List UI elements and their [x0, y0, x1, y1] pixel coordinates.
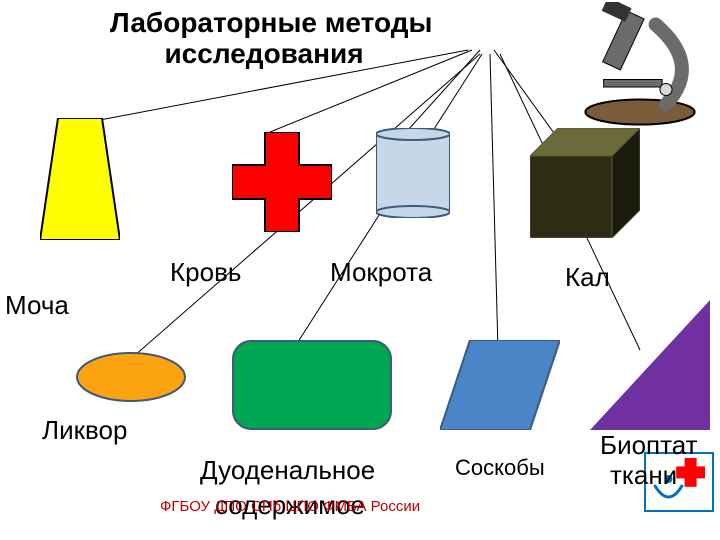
duodenal-roundrect-shape [232, 340, 392, 430]
footer-org-text: ФГБОУ ДПО СПб ЦПО ФМБА России [160, 498, 420, 515]
biopsy-triangle-shape [590, 300, 710, 430]
liquor-ellipse-shape [76, 352, 186, 402]
label-sputum: Мокрота [330, 257, 432, 288]
label-urine: Моча [5, 290, 69, 321]
label-liquor: Ликвор [42, 415, 127, 446]
microscope-icon [575, 2, 705, 127]
page-title: Лабораторные методы исследования [110, 8, 432, 70]
blood-cross-shape [232, 132, 332, 232]
label-feces: Кал [565, 262, 610, 293]
diagram-canvas: Лабораторные методы исследования Кровь М… [0, 0, 720, 540]
label-duodenal-1: Дуоденальное [200, 455, 375, 486]
sputum-cylinder-shape [376, 128, 450, 218]
feces-cube-shape [530, 128, 640, 238]
label-blood: Кровь [170, 257, 241, 288]
label-scrapings: Соскобы [455, 455, 545, 481]
label-biopsy-2: ткани [610, 460, 677, 491]
urine-trapezoid-shape [40, 118, 120, 240]
label-biopsy-1: Биоптат [600, 430, 698, 461]
scrapings-parallelogram-shape [440, 340, 560, 430]
